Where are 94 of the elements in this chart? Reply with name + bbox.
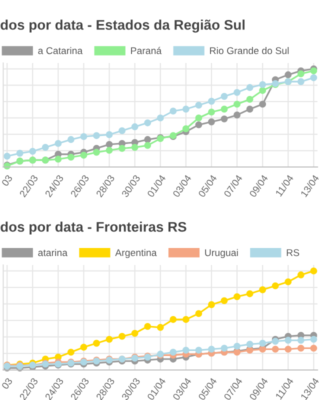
point bbox=[195, 102, 202, 109]
point bbox=[234, 112, 241, 118]
point bbox=[106, 336, 113, 343]
point bbox=[182, 316, 190, 323]
point bbox=[93, 340, 100, 347]
point bbox=[195, 121, 202, 128]
point bbox=[208, 118, 215, 126]
point bbox=[54, 140, 62, 147]
point bbox=[54, 156, 62, 163]
point bbox=[208, 301, 215, 308]
point bbox=[118, 127, 126, 134]
point bbox=[195, 310, 202, 318]
point bbox=[144, 322, 152, 330]
point bbox=[144, 119, 152, 126]
point bbox=[80, 152, 88, 159]
point bbox=[310, 336, 318, 343]
point bbox=[156, 114, 164, 122]
point bbox=[234, 100, 241, 108]
point bbox=[144, 136, 152, 143]
point bbox=[284, 346, 292, 353]
point bbox=[131, 144, 138, 151]
point bbox=[106, 131, 113, 138]
point bbox=[67, 154, 74, 161]
point bbox=[310, 344, 318, 352]
point bbox=[220, 92, 228, 100]
point bbox=[170, 348, 177, 356]
x-tick-label: 03 bbox=[1, 377, 13, 390]
point bbox=[170, 108, 177, 115]
point bbox=[297, 336, 304, 344]
point bbox=[234, 88, 241, 96]
point bbox=[106, 140, 113, 148]
point bbox=[195, 114, 202, 122]
point bbox=[272, 346, 279, 353]
point bbox=[310, 74, 318, 82]
point bbox=[156, 324, 164, 331]
legend-label: a Catarina bbox=[38, 46, 83, 54]
point bbox=[220, 106, 228, 113]
point bbox=[272, 282, 279, 290]
point bbox=[182, 125, 190, 132]
point bbox=[80, 344, 88, 351]
point bbox=[310, 267, 318, 274]
point bbox=[195, 346, 202, 354]
point bbox=[208, 98, 215, 105]
legend-label: Paraná bbox=[131, 46, 162, 54]
point bbox=[93, 132, 100, 140]
point bbox=[234, 293, 241, 300]
point bbox=[284, 336, 292, 344]
point bbox=[284, 71, 292, 78]
point bbox=[16, 150, 24, 157]
point bbox=[4, 152, 11, 160]
point bbox=[259, 286, 266, 294]
chart-title: dos por data - Estados da Região Sul bbox=[0, 20, 245, 33]
chart-title: dos por data - Fronteiras RS bbox=[0, 222, 186, 235]
point bbox=[42, 144, 49, 151]
point bbox=[80, 133, 88, 140]
point bbox=[182, 106, 190, 113]
point bbox=[220, 115, 228, 122]
point bbox=[297, 70, 304, 78]
point bbox=[170, 316, 177, 323]
point bbox=[284, 278, 292, 286]
point bbox=[220, 297, 228, 304]
point bbox=[246, 84, 254, 91]
legend-label: RS bbox=[286, 249, 300, 256]
point bbox=[131, 330, 138, 337]
point bbox=[182, 346, 190, 354]
point bbox=[259, 87, 266, 94]
point bbox=[106, 146, 113, 154]
legend-label: Uruguai bbox=[205, 248, 238, 258]
point bbox=[259, 81, 266, 88]
point bbox=[246, 106, 254, 113]
point bbox=[93, 148, 100, 156]
x-tick-label: 03 bbox=[1, 174, 13, 187]
point bbox=[29, 148, 36, 155]
point bbox=[67, 136, 74, 143]
point bbox=[144, 142, 152, 149]
point bbox=[297, 271, 304, 278]
legend-label: Argentina bbox=[115, 248, 157, 258]
legend-label: Rio Grande do Sul bbox=[210, 46, 289, 54]
point bbox=[118, 332, 126, 340]
point bbox=[234, 342, 241, 350]
point bbox=[131, 123, 138, 130]
point bbox=[220, 344, 228, 352]
point bbox=[208, 108, 215, 116]
point bbox=[259, 340, 266, 347]
point bbox=[297, 344, 304, 352]
point bbox=[259, 100, 266, 108]
legend-label: atarina bbox=[38, 248, 68, 256]
point bbox=[297, 78, 304, 86]
point bbox=[246, 290, 254, 298]
point bbox=[246, 96, 254, 103]
point bbox=[208, 346, 215, 353]
point bbox=[118, 144, 126, 152]
point bbox=[67, 348, 74, 356]
point bbox=[246, 340, 254, 348]
